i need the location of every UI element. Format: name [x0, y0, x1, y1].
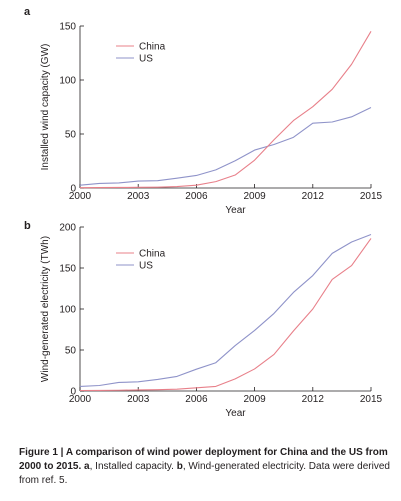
panel-b-x-tick-label: 2012 [302, 394, 325, 405]
panel-b-y-tick-label: 0 [70, 387, 76, 398]
panel-a-legend-us-label: US [139, 54, 153, 65]
panel-a-y-tick-label: 150 [59, 22, 76, 33]
panel-a-series-china-line [79, 31, 372, 189]
panel-a-x-tick-label: 2000 [69, 191, 92, 202]
panel-b-chart: b 0 50 100 150 200 2000 2003 2006 2009 2012 2015 Yea… [24, 220, 383, 419]
panel-a-x-tick-label: 2003 [127, 191, 150, 202]
panel-a-chart: a 0 50 100 150 2000 2003 2006 2009 2012 2015 Year In… [24, 6, 383, 216]
panel-b-series-us-line [79, 233, 372, 387]
panel-b-series-china-line [79, 238, 372, 392]
panel-b-x-tick-label: 2000 [69, 394, 92, 405]
panel-a-x-tick-label: 2012 [302, 191, 325, 202]
panel-b-x-tick-label: 2006 [185, 394, 208, 405]
panel-a-y-tick-label: 0 [70, 184, 76, 195]
panel-b-x-tick-label: 2015 [360, 394, 383, 405]
panel-b-legend-china-label: China [139, 249, 166, 260]
panel-a-legend-china-label: China [139, 42, 166, 53]
panel-b-y-tick-label: 100 [59, 305, 76, 316]
panel-a-letter: a [24, 6, 31, 18]
panel-a-y-tick-label: 100 [59, 76, 76, 87]
panel-a-x-tick-label: 2015 [360, 191, 383, 202]
panel-a-x-tick-label: 2006 [185, 191, 208, 202]
panel-b-y-axis-title: Wind-generated electricity (TWh) [40, 236, 51, 382]
panel-b-y-tick-label: 200 [59, 223, 76, 234]
figure-caption: Figure 1 | A comparison of wind power de… [19, 446, 391, 488]
caption-title: Figure 1 | A comparison of wind power de… [19, 447, 388, 472]
panel-b-x-tick-label: 2003 [127, 394, 150, 405]
panel-b-x-axis-title: Year [225, 408, 246, 419]
panel-a-x-tick-label: 2009 [243, 191, 266, 202]
caption-part-a-text: , Installed capacity. [89, 461, 174, 472]
caption-part-b-letter: b [176, 461, 183, 472]
panel-b-x-tick-label: 2009 [243, 394, 266, 405]
panel-a-series-us-line [79, 107, 372, 186]
panel-b-y-tick-label: 50 [65, 346, 77, 357]
panel-a-y-tick-label: 50 [65, 130, 77, 141]
panel-b-legend-us-label: US [139, 261, 153, 272]
panel-b-letter: b [24, 220, 31, 232]
caption-part-b-text: , Wind-generated electricity. Data were … [19, 461, 390, 486]
panel-b-y-tick-label: 150 [59, 264, 76, 275]
caption-part-a-letter: a [84, 461, 90, 472]
panel-a-y-axis-title: Installed wind capacity (GW) [40, 44, 51, 171]
panel-a-x-axis-title: Year [225, 205, 246, 216]
